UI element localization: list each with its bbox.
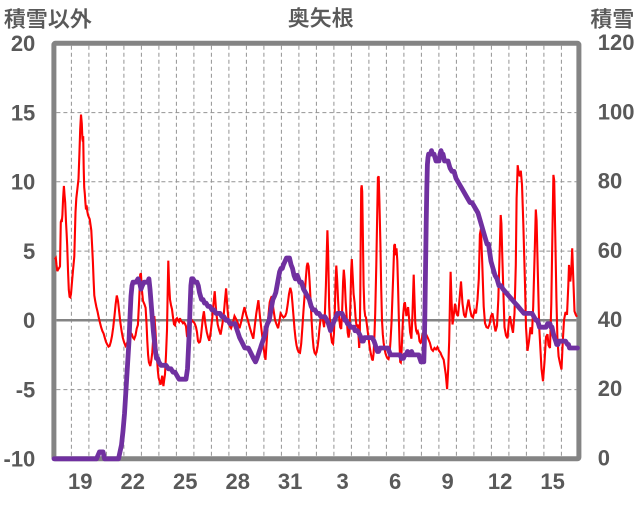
svg-text:9: 9 (441, 469, 453, 494)
svg-text:20: 20 (598, 376, 622, 401)
svg-text:6: 6 (389, 469, 401, 494)
svg-text:60: 60 (598, 238, 622, 263)
svg-text:0: 0 (598, 446, 610, 471)
svg-text:10: 10 (11, 170, 35, 195)
svg-text:80: 80 (598, 169, 622, 194)
svg-text:5: 5 (23, 239, 35, 264)
svg-text:-5: -5 (16, 377, 36, 402)
svg-text:15: 15 (540, 469, 564, 494)
svg-text:31: 31 (278, 469, 302, 494)
svg-text:40: 40 (598, 307, 622, 332)
svg-text:20: 20 (11, 31, 35, 56)
svg-text:100: 100 (598, 99, 635, 124)
svg-text:28: 28 (225, 469, 249, 494)
svg-text:0: 0 (23, 308, 35, 333)
svg-text:-10: -10 (4, 447, 36, 472)
svg-text:15: 15 (11, 101, 35, 126)
svg-text:120: 120 (598, 30, 635, 55)
svg-text:12: 12 (488, 469, 512, 494)
svg-text:22: 22 (120, 469, 144, 494)
svg-text:25: 25 (173, 469, 197, 494)
svg-text:3: 3 (336, 469, 348, 494)
svg-text:19: 19 (68, 469, 92, 494)
